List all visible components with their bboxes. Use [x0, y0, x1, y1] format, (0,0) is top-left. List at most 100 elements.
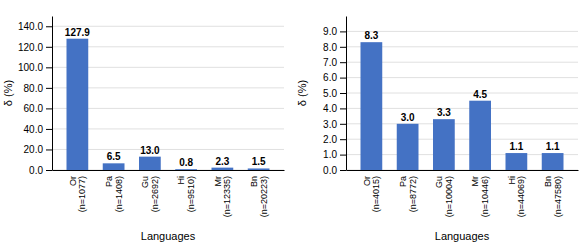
y-axis-title: δ (%)	[296, 80, 308, 106]
y-tick: 80.0	[24, 83, 52, 94]
y-tick: 0.0	[29, 165, 52, 176]
x-tick-label-line: (n=2692)	[150, 176, 160, 212]
y-tick-mark	[46, 108, 52, 109]
y-tick: 6.0	[323, 72, 346, 83]
bar	[433, 119, 455, 170]
x-axis-title: Languages	[435, 230, 490, 242]
data-label: 1.1	[509, 141, 523, 152]
data-label: 1.5	[252, 156, 266, 167]
y-tick: 100.0	[18, 62, 52, 73]
data-label: 0.8	[179, 157, 193, 168]
y-tick: 4.0	[323, 103, 346, 114]
x-tick-label-line: Gu	[140, 176, 150, 188]
bars	[361, 42, 564, 170]
y-tick: 3.0	[323, 119, 346, 130]
y-tick-mark	[340, 139, 346, 140]
grid-line	[346, 31, 578, 32]
y-tick: 7.0	[323, 57, 346, 68]
bar	[506, 153, 528, 170]
y-tick: 9.0	[323, 26, 346, 37]
y-tick-mark	[46, 47, 52, 48]
data-label: 127.9	[65, 27, 90, 38]
x-axis-title: Languages	[141, 230, 196, 242]
y-tick-mark	[46, 67, 52, 68]
x-axis: Or(n=4015) Pa(n=8772) Gu(n=10004) Mr(n=1044…	[347, 171, 579, 218]
y-tick: 40.0	[24, 124, 52, 135]
x-tick: Or(n=4015)	[362, 176, 382, 212]
y-axis-line	[52, 17, 53, 171]
x-tick-label: Mr(n=10446)	[470, 176, 490, 217]
y-tick-mark	[340, 170, 346, 171]
x-tick-label: Hi(n=9510)	[176, 176, 196, 212]
y-tick-mark	[340, 31, 346, 32]
grid	[52, 26, 284, 170]
x-tick-label: Pa(n=1408)	[104, 176, 124, 212]
x-tick-label-line: Or	[362, 176, 372, 186]
y-tick-label: 100.0	[18, 62, 43, 73]
y-tick: 0.0	[323, 165, 346, 176]
y-tick: 20.0	[24, 144, 52, 155]
x-tick-label-line: Hi	[176, 176, 186, 185]
y-tick-mark	[340, 47, 346, 48]
x-tick-label: Or(n=4015)	[362, 176, 382, 212]
x-tick: Or(n=1077)	[68, 176, 88, 212]
y-axis-line	[346, 17, 347, 171]
bar	[175, 169, 197, 170]
y-tick: 2.0	[323, 134, 346, 145]
y-tick: 140.0	[18, 21, 52, 32]
panel: 0.0 1.0 2.0 3.0 4.0 5.0 6.0 7.0 8.0 9.0 Or(n=4015)…	[296, 17, 579, 243]
x-tick-label-line: (n=9510)	[186, 176, 196, 212]
x-tick: Hi(n=44069)	[507, 176, 527, 217]
bar	[67, 39, 89, 170]
grid	[346, 31, 578, 170]
x-tick-label-line: Bn	[249, 176, 259, 187]
y-tick-label: 40.0	[24, 124, 44, 135]
y-tick-mark	[46, 149, 52, 150]
y-tick: 8.0	[323, 42, 346, 53]
y-tick-mark	[46, 26, 52, 27]
y-tick: 5.0	[323, 88, 346, 99]
bar	[397, 124, 419, 170]
y-tick: 120.0	[18, 42, 52, 53]
y-tick-label: 20.0	[24, 144, 44, 155]
x-tick-label: Bn(n=47580)	[543, 176, 563, 217]
x-tick-label-line: (n=12335)	[222, 176, 232, 217]
bars	[67, 39, 270, 170]
x-tick-label-line: Bn	[543, 176, 553, 187]
data-label: 3.3	[437, 107, 451, 118]
y-tick-label: 3.0	[323, 119, 337, 130]
x-axis-line	[347, 170, 579, 171]
data-labels: 8.33.03.34.51.11.1	[364, 30, 560, 152]
y-tick-label: 2.0	[323, 134, 337, 145]
x-tick-label-line: Pa	[398, 176, 408, 187]
x-tick-label: Or(n=1077)	[68, 176, 88, 212]
bar	[469, 101, 491, 170]
x-tick: Gu(n=10004)	[434, 176, 454, 217]
x-tick-label-line: Hi	[507, 176, 517, 185]
y-tick-label: 5.0	[323, 88, 337, 99]
x-tick-label-line: (n=47580)	[553, 176, 563, 217]
data-label: 13.0	[140, 145, 160, 156]
x-tick-label-line: Gu	[434, 176, 444, 188]
y-tick-mark	[46, 129, 52, 130]
x-tick: Gu(n=2692)	[140, 176, 160, 212]
x-tick: Pa(n=1408)	[104, 176, 124, 212]
x-axis: Or(n=1077) Pa(n=1408) Gu(n=2692) Hi(n=9510)…	[53, 171, 285, 218]
x-tick-label-line: (n=8772)	[408, 176, 418, 212]
data-label: 3.0	[401, 112, 415, 123]
bar	[103, 163, 125, 170]
bar	[361, 42, 383, 170]
bar	[248, 168, 270, 170]
y-axis: 0.020.040.060.080.0100.0120.0140.0	[18, 17, 53, 176]
y-tick-label: 120.0	[18, 42, 43, 53]
y-tick-label: 140.0	[18, 21, 43, 32]
data-label: 4.5	[473, 89, 487, 100]
bar	[139, 157, 161, 170]
x-tick-label-line: (n=10446)	[480, 176, 490, 217]
x-tick: Bn(n=47580)	[543, 176, 563, 217]
x-tick-label-line: Pa	[104, 176, 114, 187]
bar	[542, 153, 564, 170]
y-tick: 1.0	[323, 149, 346, 160]
y-tick-mark	[340, 124, 346, 125]
y-tick-mark	[46, 170, 52, 171]
